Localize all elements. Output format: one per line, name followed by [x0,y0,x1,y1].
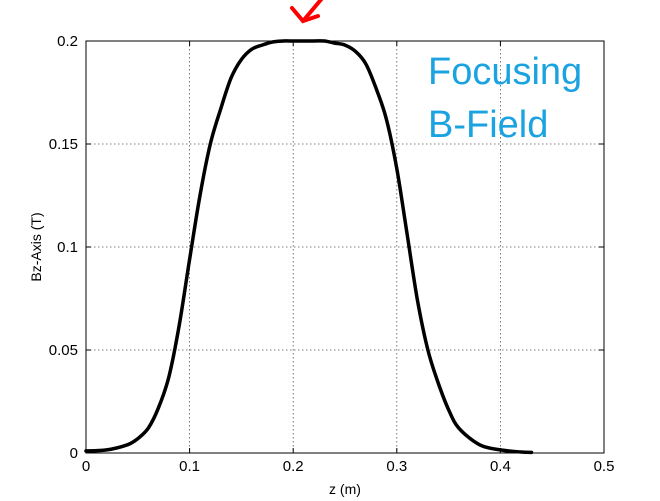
x-tick-label: 0.3 [386,458,407,475]
y-tick-label: 0.1 [57,239,78,256]
x-tick-label: 0.4 [490,458,511,475]
red-arrow-icon [290,0,324,24]
y-tick-label: 0.15 [49,136,78,153]
y-axis-label: Bz-Axis (T) [28,212,44,281]
y-tick-label: 0.2 [57,33,78,50]
x-tick-label: 0.2 [283,458,304,475]
x-tick-labels: 0 0.1 0.2 0.3 0.4 0.5 [82,458,615,475]
x-axis-label: z (m) [329,481,361,497]
grid-lines [86,41,604,453]
series-line-bz [84,39,534,455]
y-tick-label: 0.05 [49,342,78,359]
y-tick-label: 0 [70,445,78,462]
x-tick-label: 0.5 [594,458,615,475]
x-tick-label: 0 [82,458,90,475]
x-tick-label: 0.1 [179,458,200,475]
annotation-focusing: Focusing [428,51,582,93]
y-tick-labels: 0 0.05 0.1 0.15 0.2 [49,33,78,462]
annotation-b-field: B-Field [428,104,548,146]
